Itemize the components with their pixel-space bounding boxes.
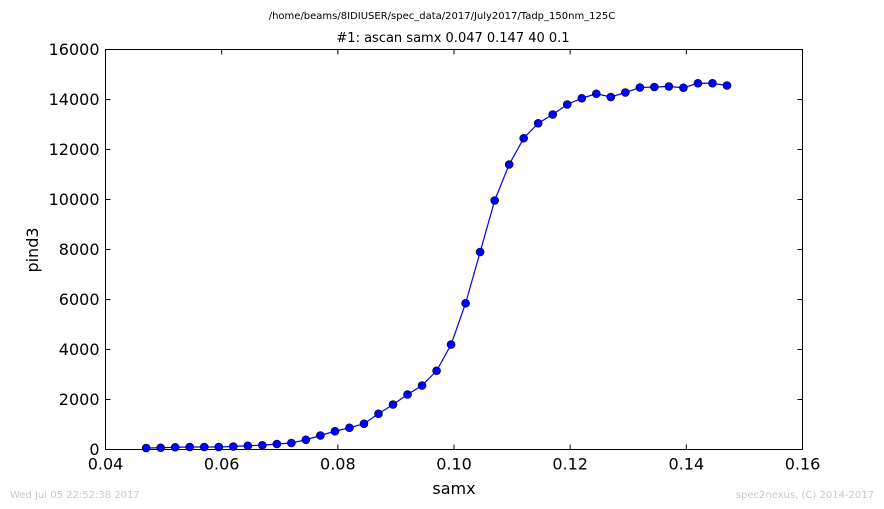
- y-tick-label: 2000: [59, 390, 100, 409]
- chart-suptitle: /home/beams/8IDIUSER/spec_data/2017/July…: [269, 11, 616, 22]
- data-point: [330, 426, 340, 436]
- y-tick-label: 12000: [49, 140, 100, 159]
- data-point: [446, 340, 456, 349]
- data-point: [621, 88, 630, 97]
- data-point: [708, 78, 717, 88]
- data-point: [403, 390, 412, 399]
- x-tick-label: 0.10: [436, 455, 472, 474]
- data-point: [243, 441, 253, 451]
- x-tick-label: 0.16: [785, 455, 821, 474]
- y-tick-label: 0: [89, 440, 99, 459]
- x-axis-label: samx: [432, 479, 475, 498]
- x-tick-label: 0.14: [669, 455, 705, 474]
- data-point: [301, 435, 311, 445]
- data-point: [199, 442, 209, 452]
- data-point: [170, 442, 180, 452]
- data-point: [345, 423, 354, 433]
- data-point: [591, 89, 601, 99]
- data-point: [272, 439, 282, 449]
- data-point: [504, 160, 514, 169]
- data-point: [548, 110, 558, 119]
- data-point: [228, 442, 238, 451]
- data-point: [214, 442, 224, 452]
- data-point: [388, 400, 398, 409]
- data-point: [606, 92, 616, 102]
- data-point: [490, 196, 499, 205]
- data-point: [722, 81, 732, 90]
- chart-title: #1: ascan samx 0.047 0.147 40 0.1: [336, 31, 569, 46]
- data-point: [635, 83, 645, 92]
- data-point: [287, 438, 296, 448]
- data-point: [417, 381, 427, 390]
- data-series: [141, 78, 732, 453]
- data-point: [461, 298, 470, 308]
- data-point: [316, 431, 325, 440]
- y-tick-label: 10000: [49, 190, 100, 209]
- data-point: [258, 440, 267, 450]
- data-point: [141, 443, 151, 453]
- data-point: [519, 133, 529, 143]
- data-point: [577, 93, 587, 103]
- x-axis: 0.04 0.06 0.08 0.10 0.12 0.14 0.16: [88, 49, 821, 474]
- y-tick-label: 14000: [49, 90, 100, 109]
- y-tick-label: 16000: [49, 40, 100, 59]
- y-tick-label: 4000: [59, 340, 100, 359]
- data-point: [650, 82, 659, 92]
- data-point: [562, 100, 572, 109]
- y-axis: 0 2000 4000 6000 8000 10000 12000 14000 16000: [49, 40, 803, 459]
- data-point: [185, 442, 195, 452]
- data-point: [679, 83, 688, 93]
- y-axis-label: pind3: [23, 227, 42, 272]
- data-point: [432, 366, 441, 376]
- data-point: [359, 419, 369, 429]
- data-point: [664, 82, 674, 91]
- x-tick-label: 0.06: [204, 455, 240, 474]
- data-point: [156, 443, 165, 453]
- y-tick-label: 8000: [59, 240, 100, 259]
- data-point: [533, 118, 543, 128]
- data-point: [475, 247, 485, 257]
- x-tick-label: 0.04: [88, 455, 124, 474]
- footer-credit: spec2nexus, (C) 2014-2017: [736, 490, 874, 501]
- data-point: [374, 409, 383, 419]
- data-point: [693, 78, 703, 88]
- footer-timestamp: Wed Jul 05 22:52:38 2017: [10, 490, 140, 501]
- plot-frame: [105, 49, 803, 450]
- x-tick-label: 0.12: [552, 455, 588, 474]
- y-tick-label: 6000: [59, 290, 100, 309]
- x-tick-label: 0.08: [320, 455, 356, 474]
